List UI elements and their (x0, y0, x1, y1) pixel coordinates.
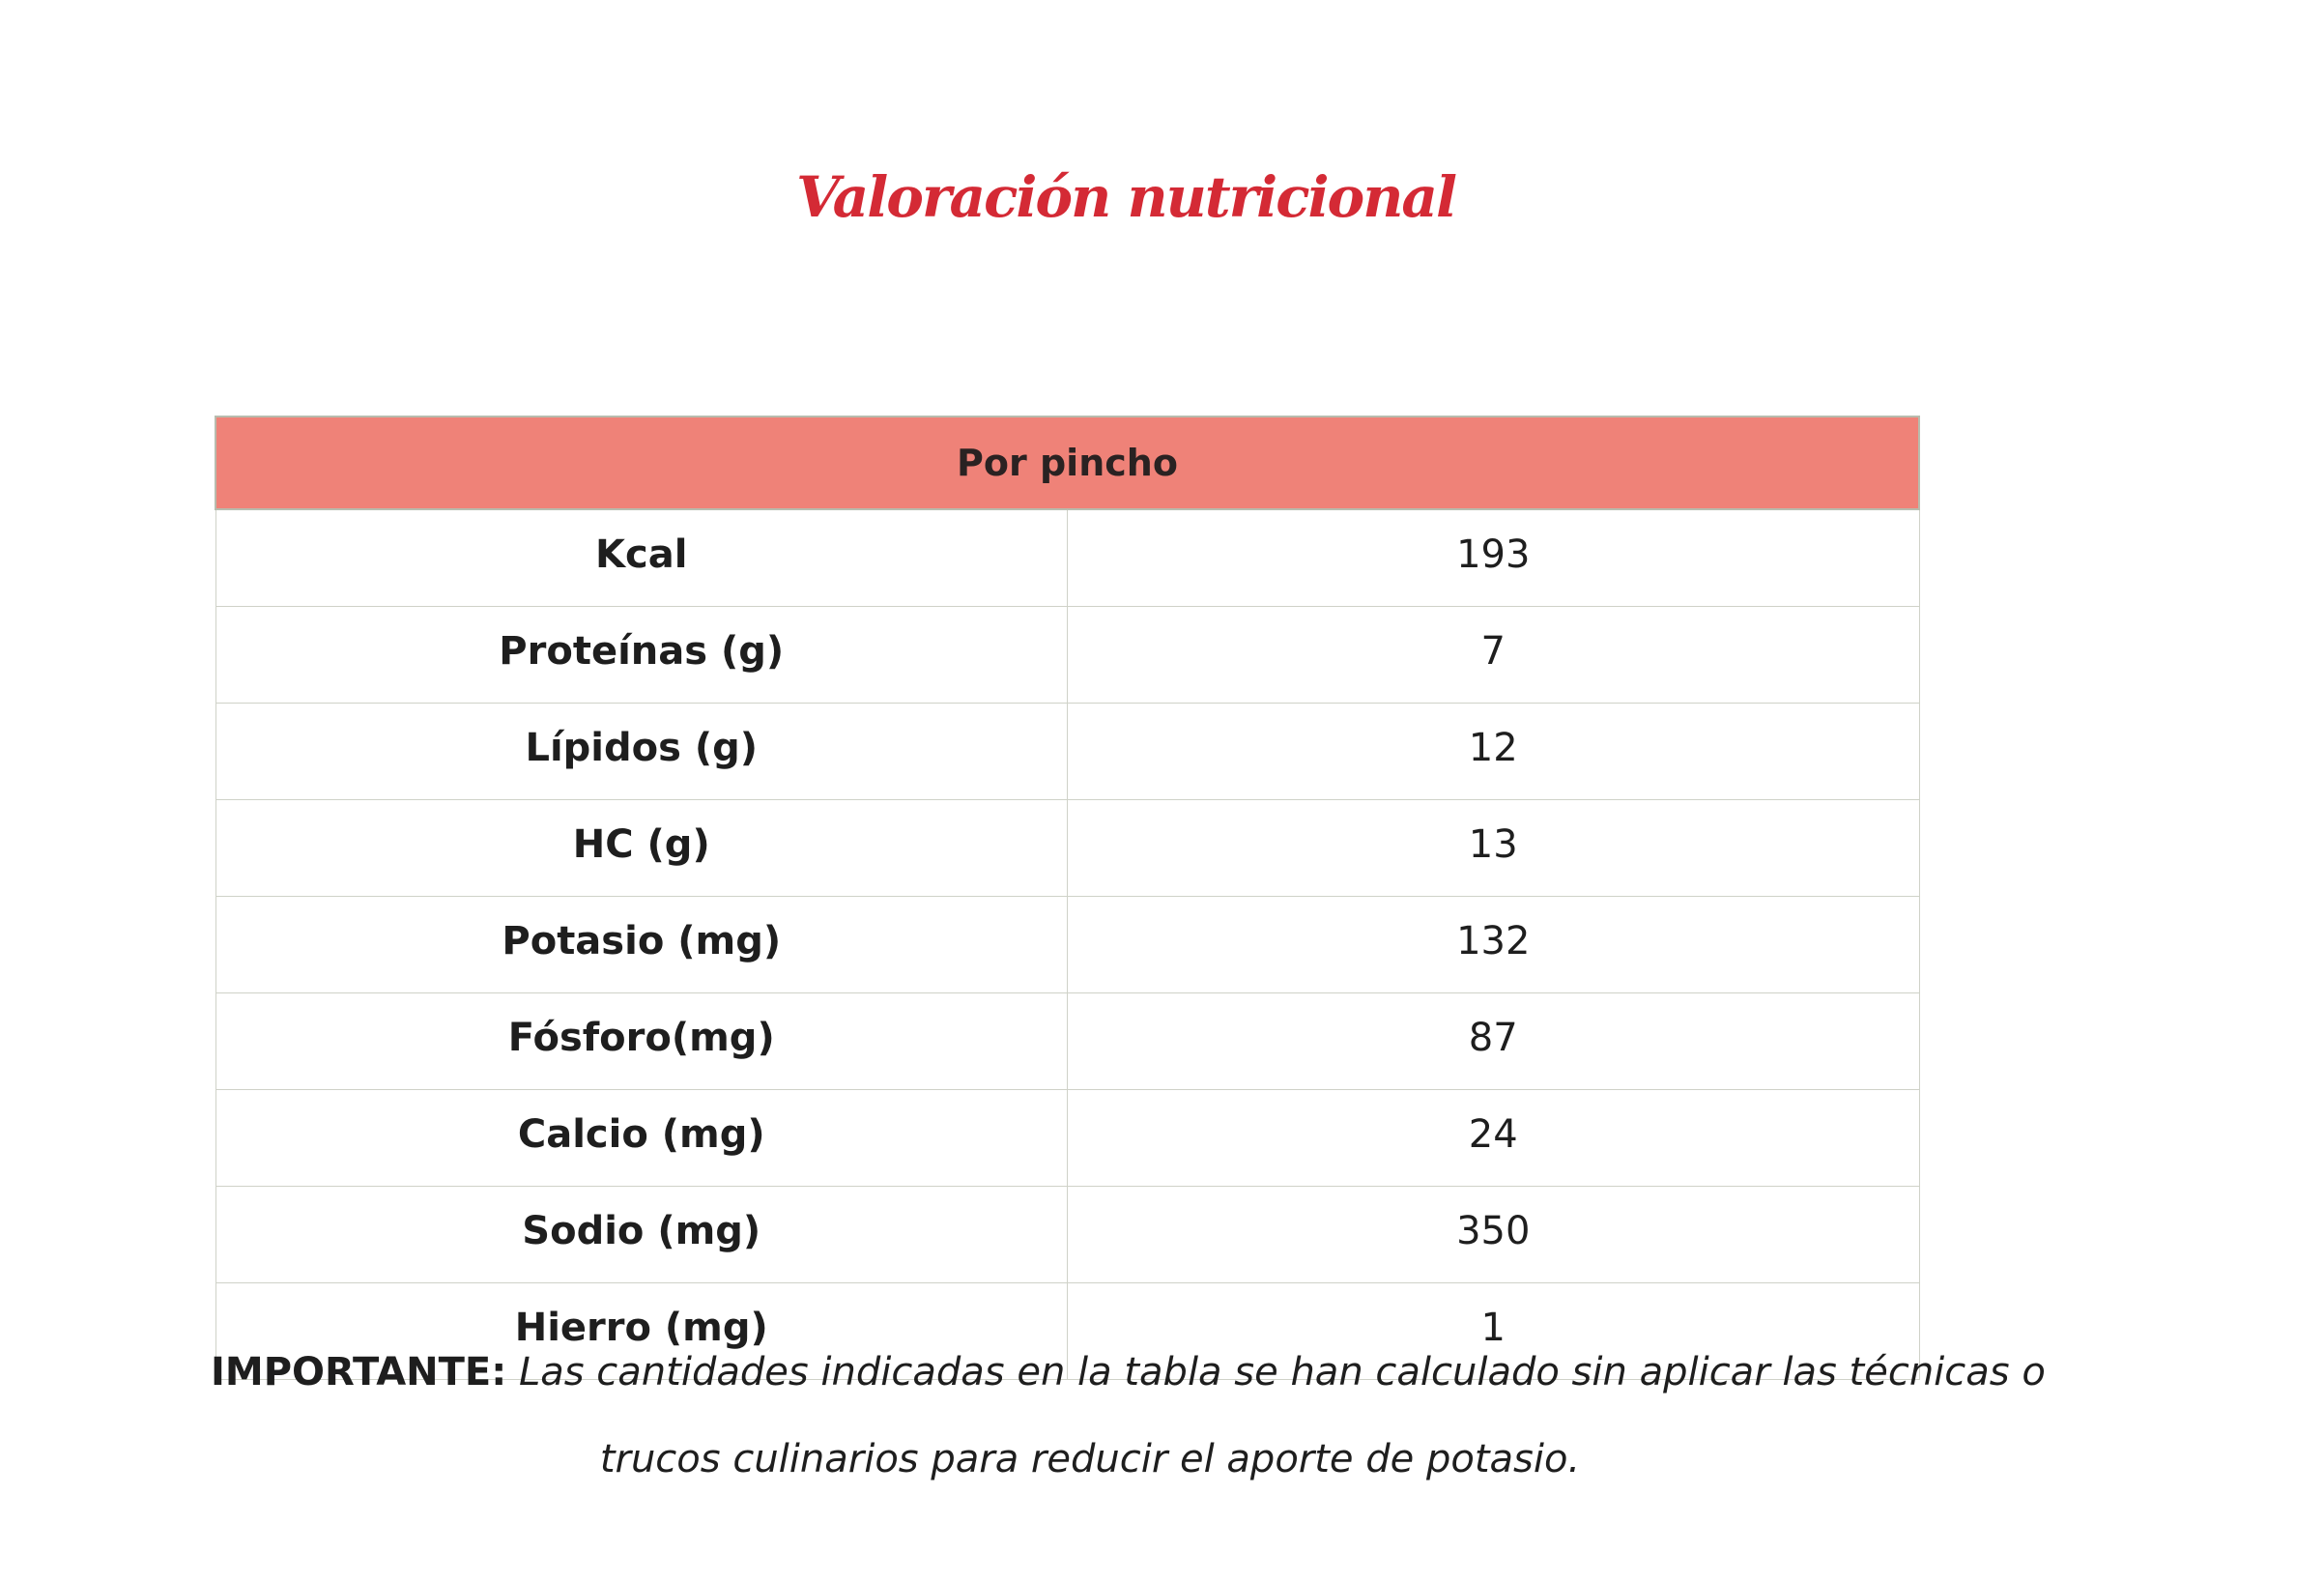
table-row: Kcal 193 (215, 508, 1920, 607)
nutrient-label: Calcio (mg) (215, 1089, 1068, 1187)
nutrient-value: 350 (1067, 1186, 1920, 1283)
nutrient-label: Potasio (mg) (215, 896, 1068, 993)
table-row: Lípidos (g) 12 (215, 703, 1920, 800)
nutrient-value: 7 (1067, 606, 1920, 704)
nutrient-value: 13 (1067, 799, 1920, 897)
nutrient-value: 12 (1067, 703, 1920, 800)
nutrient-label: Fósforo(mg) (215, 992, 1068, 1090)
nutrient-label: Proteínas (g) (215, 606, 1068, 704)
note-label: IMPORTANTE: (211, 1350, 507, 1394)
note-line-1: Las cantidades indicadas en la tabla se … (518, 1350, 2046, 1394)
table-row: Hierro (mg) 1 (215, 1282, 1920, 1380)
nutrient-label: Sodio (mg) (215, 1186, 1068, 1283)
table-row: HC (g) 13 (215, 799, 1920, 897)
nutrient-label: Kcal (215, 508, 1068, 607)
nutrient-label: HC (g) (215, 799, 1068, 897)
nutrient-value: 193 (1067, 508, 1920, 607)
nutrient-value: 1 (1067, 1282, 1920, 1380)
table-row: Calcio (mg) 24 (215, 1089, 1920, 1187)
table-header: Por pincho (215, 416, 1920, 510)
nutrition-table: Por pincho Kcal 193 Proteínas (g) 7 Lípidos … (215, 416, 1920, 1380)
table-row: Proteínas (g) 7 (215, 606, 1920, 704)
nutrient-label: Lípidos (g) (215, 703, 1068, 800)
nutrient-value: 24 (1067, 1089, 1920, 1187)
nutrient-value: 87 (1067, 992, 1920, 1090)
page-title: Valoración nutricional (795, 164, 1457, 230)
note-line-2: trucos culinarios para reducir el aporte… (599, 1437, 1581, 1481)
table-row: Fósforo(mg) 87 (215, 992, 1920, 1090)
table-row: Potasio (mg) 132 (215, 896, 1920, 993)
nutrient-label: Hierro (mg) (215, 1282, 1068, 1380)
table-row: Sodio (mg) 350 (215, 1186, 1920, 1283)
important-note: IMPORTANTE: Las cantidades indicadas en … (211, 1329, 2047, 1503)
table-header-row: Por pincho (215, 416, 1920, 510)
nutrient-value: 132 (1067, 896, 1920, 993)
